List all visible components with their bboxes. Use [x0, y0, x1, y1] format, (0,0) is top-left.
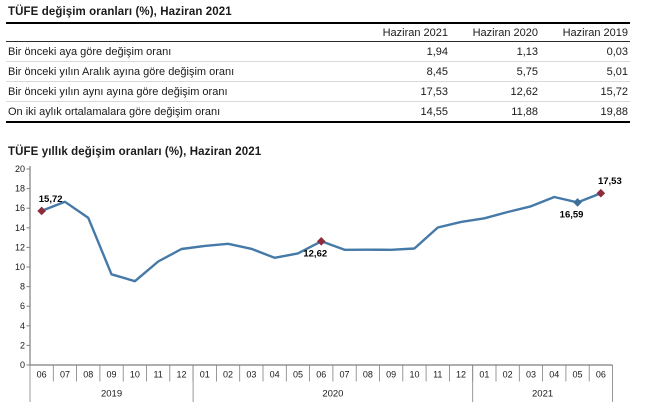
x-month-label: 10 [409, 370, 419, 380]
y-axis-tick-label: 4 [20, 321, 25, 331]
row-value: 17,53 [420, 86, 448, 98]
chart-area: 0 2 4 6 8 10 12 14 16 18 20 06 07 08 09 10 11 12 01 02 03 04 0… [0, 158, 650, 413]
y-axis-tick-label: 14 [15, 223, 25, 233]
row-label: Bir önceki aya göre değişim oranı [8, 46, 172, 58]
chart-title: TÜFE yıllık değişim oranları (%), Hazira… [8, 146, 262, 158]
x-month-label: 07 [60, 370, 70, 380]
x-month-label: 04 [549, 370, 559, 380]
x-month-label: 01 [479, 370, 489, 380]
row-value: 19,88 [600, 106, 628, 118]
y-axis-tick-label: 8 [20, 282, 25, 292]
data-marker [573, 198, 582, 207]
x-month-label: 12 [176, 370, 186, 380]
x-month-label: 10 [130, 370, 140, 380]
row-value: 1,13 [516, 46, 538, 58]
x-month-label: 09 [386, 370, 396, 380]
table-header-empty [6, 23, 360, 42]
table-header-col: Haziran 2021 [382, 27, 448, 39]
row-value: 5,75 [516, 66, 538, 78]
x-month-label: 09 [107, 370, 117, 380]
y-axis-tick-label: 6 [20, 301, 25, 311]
x-month-label: 08 [83, 370, 93, 380]
x-month-label: 03 [246, 370, 256, 380]
y-axis-tick-label: 20 [15, 164, 25, 174]
x-month-label: 03 [526, 370, 536, 380]
data-marker [316, 237, 326, 246]
x-month-label: 02 [223, 370, 233, 380]
table-row: Bir önceki yılın Aralık ayına göre değiş… [6, 61, 630, 82]
summary-table-section: TÜFE değişim oranları (%), Haziran 2021 … [0, 0, 650, 123]
table-row: On iki aylık ortalamalara göre değişim o… [6, 101, 630, 123]
table-header-row: Haziran 2021 Haziran 2020 Haziran 2019 [6, 23, 630, 42]
x-month-label: 04 [270, 370, 280, 380]
row-value: 15,72 [600, 86, 628, 98]
table-title: TÜFE değişim oranları (%), Haziran 2021 [8, 6, 232, 18]
row-label: Bir önceki yılın Aralık ayına göre değiş… [8, 66, 235, 78]
data-marker [37, 206, 46, 216]
x-month-label: 02 [503, 370, 513, 380]
y-axis-tick-label: 16 [15, 203, 25, 213]
row-value: 1,94 [426, 46, 448, 58]
y-axis-tick-label: 18 [15, 184, 25, 194]
y-axis-tick-label: 12 [15, 242, 25, 252]
row-value: 14,55 [420, 106, 448, 118]
x-month-label: 01 [200, 370, 210, 380]
row-value: 12,62 [510, 86, 538, 98]
y-axis-tick-label: 10 [15, 262, 25, 272]
x-year-label: 2021 [532, 389, 553, 400]
summary-table: Haziran 2021 Haziran 2020 Haziran 2019 B… [6, 22, 630, 123]
table-row: Bir önceki aya göre değişim oranı 1,94 1,1… [6, 42, 630, 62]
data-marker [596, 188, 606, 198]
data-label: 17,53 [598, 176, 622, 187]
x-month-label: 11 [433, 370, 442, 380]
table-row: Bir önceki yılın aynı ayına göre değişim… [6, 81, 630, 102]
data-label: 15,72 [39, 194, 63, 205]
table-body: Bir önceki aya göre değişim oranı 1,94 1,1… [6, 42, 630, 123]
x-month-label: 12 [456, 370, 466, 380]
table-header-col: Haziran 2019 [562, 27, 628, 39]
y-axis-tick-label: 0 [20, 360, 25, 370]
row-value: 8,45 [426, 66, 448, 78]
table-header-col: Haziran 2020 [472, 27, 538, 39]
row-label: On iki aylık ortalamalara göre değişim o… [8, 106, 221, 118]
row-value: 0,03 [606, 46, 628, 58]
row-value: 5,01 [606, 66, 628, 78]
x-month-label: 11 [153, 370, 162, 380]
data-label: 12,62 [303, 248, 327, 259]
x-year-label: 2019 [101, 389, 122, 400]
row-label: Bir önceki yılın aynı ayına göre değişim… [8, 86, 228, 98]
row-value: 11,88 [511, 106, 538, 118]
x-month-label: 06 [596, 370, 606, 380]
x-month-label: 06 [37, 370, 47, 380]
x-month-label: 05 [293, 370, 303, 380]
data-label: 16,59 [560, 209, 584, 220]
x-month-label: 08 [363, 370, 373, 380]
x-year-label: 2020 [322, 389, 343, 400]
x-month-label: 07 [340, 370, 350, 380]
x-month-label: 06 [316, 370, 326, 380]
x-month-label: 05 [573, 370, 583, 380]
y-axis-tick-label: 2 [20, 340, 25, 350]
